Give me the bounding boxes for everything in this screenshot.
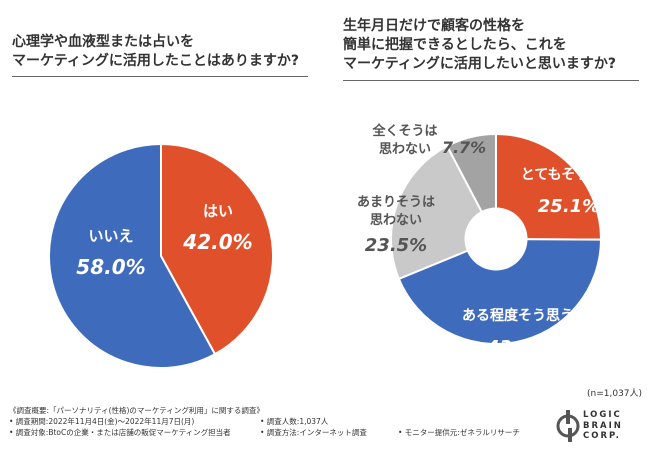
logo-mark-icon — [556, 410, 580, 442]
pie2-value-2: 23.5% — [365, 235, 427, 256]
title-underline-q1 — [12, 76, 308, 77]
survey-count: • 調査人数:1,037人 — [260, 417, 329, 426]
pie1-slice-1 — [48, 142, 217, 369]
pie2-label-1: ある程度そう思う — [462, 307, 574, 324]
pie-charts: はい 42.0% いいえ 58.0% とてもそう思う 25.1% ある程度そう思う 43.7%… — [48, 123, 618, 369]
chart-title-q2: 生年月日だけで顧客の性格を 簡単に把握できるとしたら、これを マーケティングに活用し… — [343, 18, 616, 72]
pie2-value-0: 25.1% — [538, 196, 600, 217]
pie2-hole — [464, 207, 528, 271]
company-logo: LOGIC BRAIN CORP. — [556, 408, 646, 444]
survey-footer: 《調査概要:「パーソナリティ(性格)のマーケティング利用」に関する調査》 • 調… — [9, 405, 549, 438]
pie2-label-3: 全くそうは — [371, 123, 437, 139]
title-underline-q2 — [343, 80, 639, 81]
chart-title-q1: 心理学や血液型または占いを マーケティングに活用したことはありますか? — [12, 34, 299, 69]
survey-target: • 調査対象:BtoCの企業・または店舗の販促マーケティング担当者 — [9, 428, 231, 437]
pie2-slice-1 — [397, 237, 603, 345]
pie1-label-1: いいえ — [88, 227, 133, 245]
pie2-value-1: 43.7% — [486, 337, 549, 358]
pie1-value-0: 42.0% — [182, 230, 252, 254]
survey-provider: • モニター提供元:ゼネラルリサーチ — [398, 428, 520, 437]
logo-text-3: CORP. — [583, 431, 621, 441]
sample-size-note: (n=1,037人) — [587, 389, 643, 399]
pie1-value-1: 58.0% — [76, 255, 145, 279]
pie2-label-2: 思わない — [370, 213, 422, 228]
logo-text-1: LOGIC — [583, 410, 622, 420]
survey-method: • 調査方法:インターネット調査 — [260, 428, 367, 437]
pie2-label-0: とてもそう思う — [521, 167, 618, 183]
logo-text-2: BRAIN — [583, 420, 623, 431]
pie1-slice-0 — [160, 142, 274, 356]
pie2-label-3: 思わない — [379, 142, 431, 157]
pie2-value-3: 7.7% — [442, 138, 486, 157]
pie2-label-2: あまりそうは — [357, 195, 435, 210]
survey-period: • 調査期間:2022年11月4日(金)〜2022年11月7日(月) — [9, 417, 195, 426]
pie1-label-0: はい — [203, 202, 233, 220]
survey-title: 《調査概要:「パーソナリティ(性格)のマーケティング利用」に関する調査》 — [9, 406, 264, 415]
pie2-slice-0 — [495, 132, 602, 241]
